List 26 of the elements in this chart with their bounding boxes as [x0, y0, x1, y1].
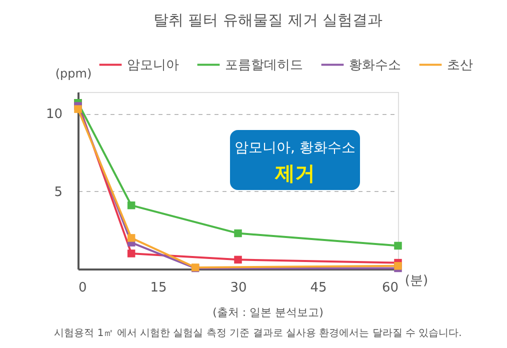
- legend-label: 황화수소: [349, 58, 401, 73]
- legend-label: 초산: [447, 58, 473, 73]
- x-axis-title: (분): [404, 274, 428, 288]
- x-tick-label: 30: [230, 280, 247, 296]
- legend-label: 포름할데히드: [225, 58, 303, 73]
- annotation: 암모니아, 황화수소: [234, 140, 356, 156]
- text: 시험용적 1㎡ 에서 시험한 실험실 측정 기준 결과로 실사용 환경에서는 달라질 수 있습니다.: [54, 328, 462, 339]
- point: [127, 201, 136, 210]
- y-tick-label: 10: [46, 107, 62, 122]
- x-tick-label: 60: [382, 280, 398, 296]
- x-tick-label: 45: [310, 280, 327, 296]
- annotation: 제거: [274, 161, 315, 185]
- y-axis-title: (ppm): [55, 66, 92, 80]
- point: [394, 262, 402, 270]
- text: (출처 : 일본 분석보고): [212, 306, 324, 319]
- point: [394, 242, 402, 250]
- point: [234, 229, 242, 238]
- chart-title: 탈취 필터 유해물질 제거 실험결과: [153, 11, 383, 29]
- y-tick-label: 5: [54, 184, 62, 200]
- point: [127, 250, 136, 258]
- x-tick-label: 0: [78, 280, 87, 296]
- point: [234, 256, 242, 264]
- point: [74, 105, 82, 113]
- point: [127, 234, 136, 242]
- x-tick-label: 15: [150, 280, 167, 296]
- legend-label: 암모니아: [127, 58, 179, 73]
